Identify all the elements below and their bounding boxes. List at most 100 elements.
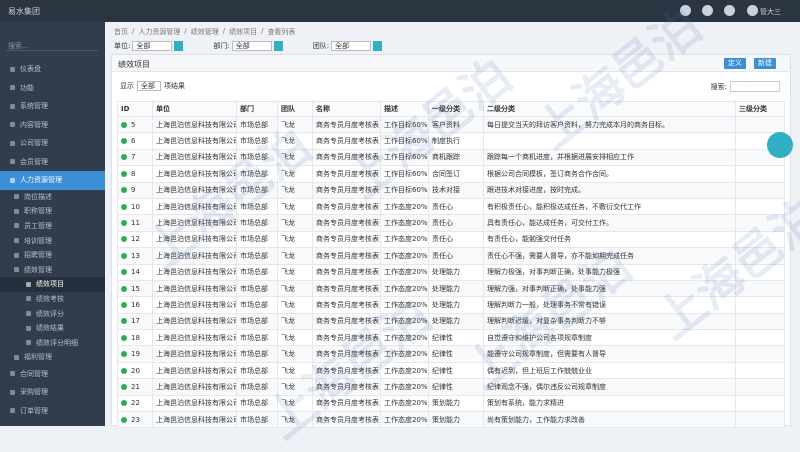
filter-button[interactable]	[174, 41, 184, 51]
expand-icon[interactable]	[121, 351, 127, 358]
breadcrumb-item[interactable]: 查看列表	[267, 28, 296, 36]
page-size[interactable]: 全部	[137, 81, 161, 91]
column-header[interactable]: ID	[117, 101, 153, 117]
label: 项结果	[164, 82, 185, 90]
filter: 部门: 全部	[213, 41, 283, 51]
expand-icon[interactable]	[121, 367, 127, 374]
filter-label: 部门:	[213, 42, 230, 50]
expand-icon[interactable]	[121, 252, 127, 259]
menu-item[interactable]: 绩效评分明细	[0, 335, 105, 350]
expand-icon[interactable]	[121, 170, 127, 177]
expand-icon[interactable]	[121, 269, 127, 276]
breadcrumb-item[interactable]: 首页	[114, 28, 128, 36]
menu-item[interactable]: 绩效考核	[0, 292, 105, 307]
breadcrumb-item[interactable]: 绩效管理	[190, 28, 219, 36]
menu-item[interactable]: 内容管理	[0, 116, 105, 135]
cell-text: 市场总部	[240, 284, 268, 293]
cell-text: 每日提交当天的拜访客户资料，努力完成本月的商务目标。	[487, 120, 669, 129]
avatar[interactable]	[747, 5, 758, 16]
menu-item[interactable]: 仪表盘	[0, 60, 105, 79]
expand-icon[interactable]	[121, 318, 127, 325]
column-header[interactable]: 名称	[312, 101, 381, 117]
expand-icon[interactable]	[121, 187, 127, 194]
menu-item[interactable]: 会员管理	[0, 153, 105, 172]
cell-text: 11	[131, 219, 140, 228]
table-cell: 技术对接	[428, 181, 484, 199]
table-cell: 市场总部	[236, 230, 278, 249]
menu-item[interactable]: 功能	[0, 79, 105, 98]
table-cell: 商机跟踪	[428, 148, 484, 167]
table-cell: 有责任心，能勉强交付任务	[483, 230, 736, 249]
filter-button[interactable]	[373, 41, 383, 51]
filter-select[interactable]: 全部	[331, 41, 372, 51]
float-button[interactable]	[767, 132, 793, 158]
table-cell: 上海邑泊信息科技有限公司	[152, 165, 237, 183]
panel-button[interactable]: 新建	[754, 58, 776, 69]
expand-icon[interactable]	[121, 383, 127, 390]
cell-text: 商务专员月度考核表	[316, 202, 379, 211]
menu-item[interactable]: 招聘管理	[0, 248, 105, 263]
menu-item[interactable]: 职称管理	[0, 204, 105, 219]
expand-icon[interactable]	[121, 236, 127, 243]
filter-button[interactable]	[273, 41, 283, 51]
menu-item[interactable]: 公司管理	[0, 134, 105, 153]
cell-text: 18	[131, 333, 140, 342]
cell-text: 纪律性	[432, 366, 453, 375]
expand-icon[interactable]	[121, 138, 127, 145]
menu-item[interactable]: 绩效管理	[0, 262, 105, 277]
panel-button[interactable]: 定义	[724, 58, 746, 69]
menu-item[interactable]: 福利管理	[0, 350, 105, 365]
expand-icon[interactable]	[121, 154, 127, 161]
cell-text: 工作态度20%	[384, 219, 428, 228]
cell-text: 商务专员月度考核表	[316, 169, 379, 178]
menu-item[interactable]: 培训管理	[0, 233, 105, 248]
menu-item[interactable]: 人力资源管理	[0, 171, 105, 190]
filter-select[interactable]: 全部	[231, 41, 272, 51]
table-cell: 上海邑泊信息科技有限公司	[152, 411, 237, 429]
expand-icon[interactable]	[121, 334, 127, 341]
filter-select[interactable]: 全部	[132, 41, 173, 51]
column-header[interactable]: 一级分类	[428, 101, 484, 117]
expand-icon[interactable]	[121, 416, 127, 423]
task-icon[interactable]	[724, 5, 735, 16]
menu-item[interactable]: 员工管理	[0, 219, 105, 234]
breadcrumb-item[interactable]: 绩效项目	[229, 28, 258, 36]
cell-text: 自觉遵守和维护公司各项规章制度	[487, 333, 592, 342]
table-cell	[735, 345, 785, 363]
menu-item[interactable]: 系统管理	[0, 97, 105, 116]
menu-item[interactable]: 合同管理	[0, 365, 105, 384]
column-header[interactable]: 三级分类	[735, 101, 785, 117]
menu-item[interactable]: 绩效项目	[0, 277, 105, 292]
menu-item[interactable]: 绩效结果	[0, 321, 105, 336]
table-cell: 市场总部	[236, 312, 278, 331]
cell-text: 上海邑泊信息科技有限公司	[156, 317, 237, 326]
column-header[interactable]: 团队	[277, 101, 313, 117]
cell-text: 飞龙	[281, 268, 295, 277]
sidebar-search[interactable]: 搜索...	[6, 39, 98, 51]
user-name[interactable]: 管大三	[760, 8, 781, 16]
separator: /	[184, 27, 187, 35]
menu-item[interactable]: 订单管理	[0, 402, 105, 421]
table-cell	[735, 296, 785, 314]
column-header[interactable]: 二级分类	[483, 101, 736, 117]
expand-icon[interactable]	[121, 203, 127, 210]
search-input[interactable]	[730, 81, 780, 92]
notify-icon[interactable]	[680, 5, 691, 16]
expand-icon[interactable]	[121, 301, 127, 308]
expand-icon[interactable]	[121, 121, 127, 128]
column-header[interactable]: 描述	[380, 101, 429, 117]
table-cell: 市场总部	[236, 345, 278, 363]
menu-item[interactable]: 岗位描述	[0, 190, 105, 205]
menu-item[interactable]: 采购管理	[0, 383, 105, 402]
mail-icon[interactable]	[702, 5, 713, 16]
column-header[interactable]: 部门	[236, 101, 278, 117]
expand-icon[interactable]	[121, 220, 127, 227]
expand-icon[interactable]	[121, 285, 127, 292]
table-cell: 飞龙	[277, 214, 313, 232]
breadcrumb-item[interactable]: 人力资源管理	[138, 28, 181, 36]
cell-text: 工作态度20%	[384, 382, 428, 391]
menu-item[interactable]: 绩效评分	[0, 306, 105, 321]
expand-icon[interactable]	[121, 400, 127, 407]
column-header[interactable]: 单位	[152, 101, 237, 117]
cell-text: 市场总部	[240, 300, 268, 309]
